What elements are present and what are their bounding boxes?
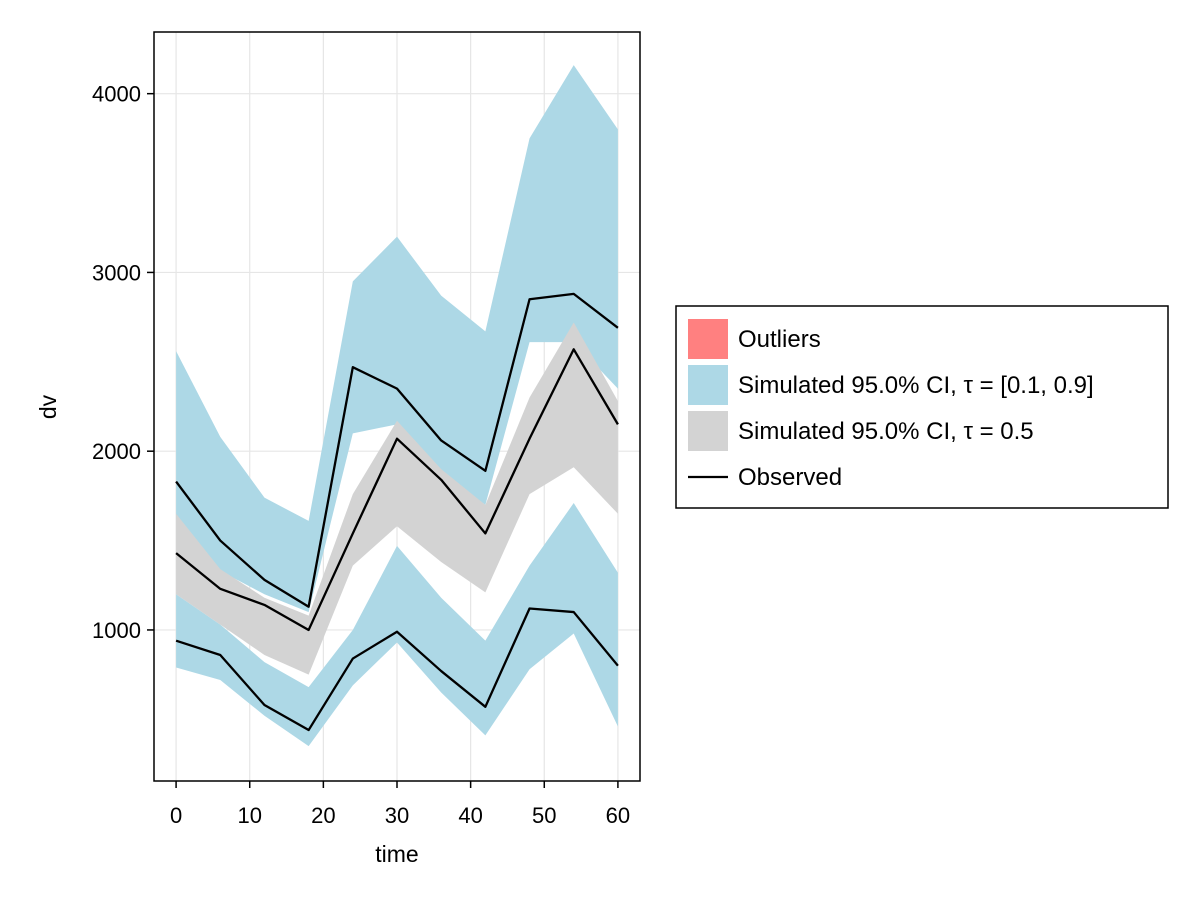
- band-median: [176, 322, 618, 675]
- legend-label: Observed: [738, 464, 842, 491]
- legend: Outliers Simulated 95.0% CI, τ = [0.1, 0.…: [675, 305, 1169, 509]
- observed-line-lower: [175, 607, 619, 732]
- x-axis-label: time: [375, 841, 418, 867]
- legend-label: Outliers: [738, 326, 821, 353]
- x-tick-label: 10: [237, 803, 261, 828]
- legend-label: Simulated 95.0% CI, τ = [0.1, 0.9]: [738, 372, 1094, 399]
- x-tick-label: 50: [532, 803, 556, 828]
- observed-line-median: [175, 348, 619, 632]
- observed-line-upper: [175, 292, 619, 608]
- band-upper: [176, 65, 618, 613]
- y-tick-label: 4000: [92, 82, 141, 107]
- band-lower: [176, 503, 618, 747]
- legend-swatch: [688, 411, 728, 451]
- y-tick-label: 3000: [92, 260, 141, 285]
- legend-swatch: [688, 365, 728, 405]
- bands: [176, 65, 618, 747]
- x-tick-label: 0: [170, 803, 182, 828]
- legend-label: Simulated 95.0% CI, τ = 0.5: [738, 418, 1034, 445]
- y-tick-label: 2000: [92, 439, 141, 464]
- legend-frame: [675, 305, 1169, 509]
- legend-swatch: [688, 319, 728, 359]
- x-tick-label: 60: [606, 803, 630, 828]
- y-axis-label: dv: [35, 394, 61, 419]
- observed-lines: [175, 292, 619, 732]
- ticks: 0 10 20 30 40 50 60 1000 2000 3000 4000: [92, 82, 630, 828]
- x-tick-label: 30: [385, 803, 409, 828]
- x-tick-label: 40: [458, 803, 482, 828]
- x-tick-label: 20: [311, 803, 335, 828]
- y-tick-label: 1000: [92, 618, 141, 643]
